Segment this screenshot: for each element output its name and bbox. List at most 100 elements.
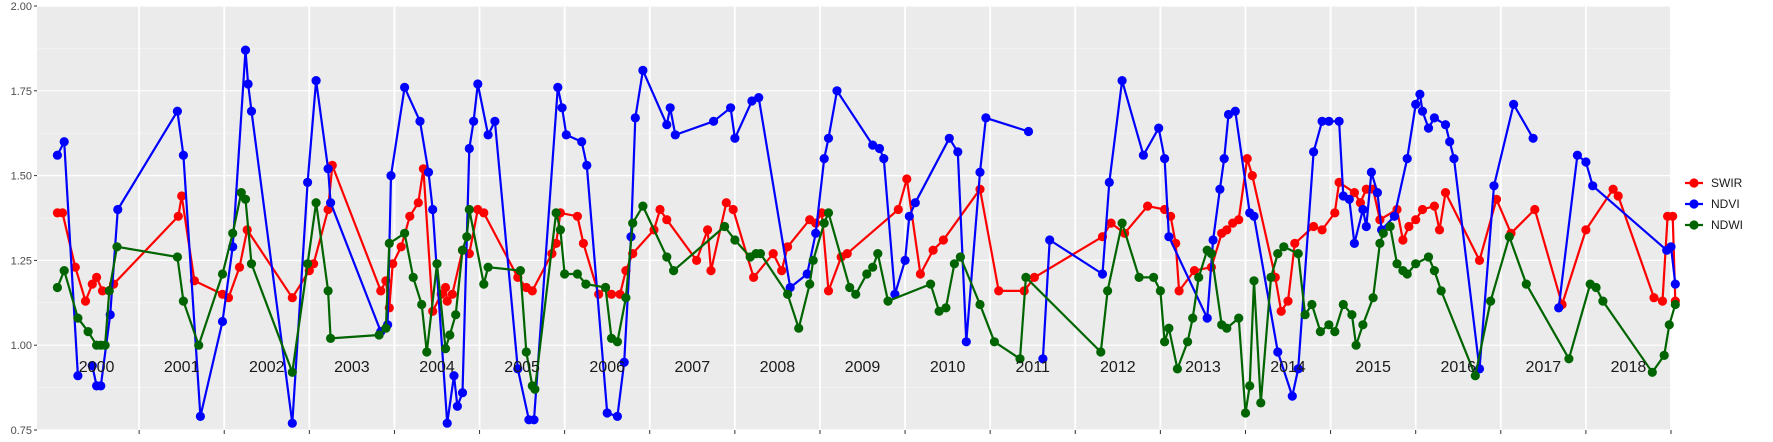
swir-point <box>1330 208 1340 218</box>
ndwi-point <box>1647 367 1657 377</box>
ndwi-point <box>408 272 418 282</box>
ndvi-point <box>1366 167 1376 177</box>
ndvi-point <box>464 143 474 154</box>
year-label: 2017 <box>1526 359 1562 376</box>
ndwi-point <box>1266 272 1276 282</box>
ndvi-point <box>469 116 479 126</box>
ndvi-point <box>879 154 889 164</box>
ndvi-point <box>1554 303 1564 313</box>
ndvi-point <box>1429 113 1439 123</box>
ndvi-point <box>1138 150 1148 160</box>
ndvi-point <box>1358 204 1368 215</box>
ndwi-point <box>384 238 394 248</box>
ndvi-point <box>612 411 623 421</box>
ndvi-point <box>415 116 425 126</box>
ndwi-point <box>1324 320 1334 330</box>
ndwi-point <box>374 330 384 340</box>
swir-point <box>1668 211 1678 221</box>
ndwi-point <box>1188 313 1198 323</box>
swir-point <box>994 286 1004 296</box>
ndvi-point <box>1160 154 1170 164</box>
ndvi-point <box>457 388 468 398</box>
ndvi-point <box>868 140 878 150</box>
ndvi-point <box>726 103 736 113</box>
ndwi-point <box>560 269 570 279</box>
swir-point <box>396 242 406 252</box>
swir-point <box>442 296 452 306</box>
ndvi-point <box>1208 235 1218 245</box>
ndvi-point <box>428 204 438 215</box>
swir-point <box>287 293 297 303</box>
swir-point <box>1242 154 1252 164</box>
ndwi-point <box>1256 398 1266 408</box>
legend-label: NDVI <box>1711 197 1740 211</box>
swir-point <box>1106 218 1116 228</box>
ndvi-point <box>1164 232 1174 242</box>
swir-point <box>572 211 583 221</box>
ndwi-point <box>1015 354 1025 364</box>
legend-key-point <box>1689 199 1699 209</box>
ndwi-point <box>464 204 474 215</box>
series-layer <box>52 45 1680 428</box>
ndwi-point <box>1411 259 1421 269</box>
ndwi-point <box>521 347 531 357</box>
ndvi-point <box>1023 126 1034 137</box>
ndwi-point <box>883 296 893 306</box>
ndvi-point <box>473 79 483 89</box>
ndwi-point <box>808 255 818 265</box>
ndwi-point <box>1591 282 1601 293</box>
ndvi-point <box>1423 123 1434 133</box>
swir-point <box>975 184 985 194</box>
swir-point <box>817 208 827 218</box>
swir-point <box>87 279 97 289</box>
ndvi-point <box>874 143 885 154</box>
ndwi-point <box>445 330 455 340</box>
ndwi-point <box>612 337 623 347</box>
ndvi-point <box>386 171 396 181</box>
ndvi-point <box>630 113 640 123</box>
swir-point <box>1317 225 1327 235</box>
grid-lines <box>37 5 1672 431</box>
year-label: 2008 <box>760 359 796 376</box>
ndwi-point <box>1470 371 1480 381</box>
ndwi-point <box>83 327 93 337</box>
ndwi-point <box>1521 279 1531 289</box>
ndvi-point <box>1309 147 1319 157</box>
ndwi-point <box>400 228 410 238</box>
ndvi-point <box>1402 154 1412 164</box>
ndwi-point <box>669 266 679 276</box>
ndvi-point <box>665 103 675 113</box>
ndwi-point <box>662 252 672 262</box>
ndwi-point <box>975 299 985 310</box>
swir-point <box>1429 201 1439 211</box>
swir-point <box>728 204 738 215</box>
ndwi-point <box>1096 347 1106 357</box>
ndwi-point <box>194 340 204 350</box>
swir-point <box>1657 296 1668 306</box>
ndvi-point <box>900 255 910 265</box>
year-label: 2018 <box>1611 359 1647 376</box>
y-tick-label: 2.00 <box>11 1 32 13</box>
year-label: 2011 <box>1016 359 1051 376</box>
ndvi-point <box>423 167 434 177</box>
ndwi-point <box>228 228 238 238</box>
ndwi-point <box>381 323 391 333</box>
ndwi-point <box>1234 313 1244 323</box>
ndvi-point <box>449 371 459 381</box>
swir-point <box>1290 238 1300 248</box>
swir-point <box>1189 266 1199 276</box>
legend-key-point <box>1689 220 1699 230</box>
ndvi-point <box>1445 137 1455 147</box>
year-label: 2006 <box>589 359 625 376</box>
ndwi-point <box>451 310 461 320</box>
ndwi-point <box>941 303 951 313</box>
ndwi-point <box>783 289 793 299</box>
swir-point <box>1349 188 1359 198</box>
swir-point <box>1174 286 1184 296</box>
ndvi-point <box>1411 99 1421 109</box>
swir-point <box>80 296 91 306</box>
swir-point <box>1613 191 1623 201</box>
swir-point <box>177 191 187 201</box>
ndwi-point <box>52 282 63 293</box>
swir-point <box>1222 225 1232 235</box>
